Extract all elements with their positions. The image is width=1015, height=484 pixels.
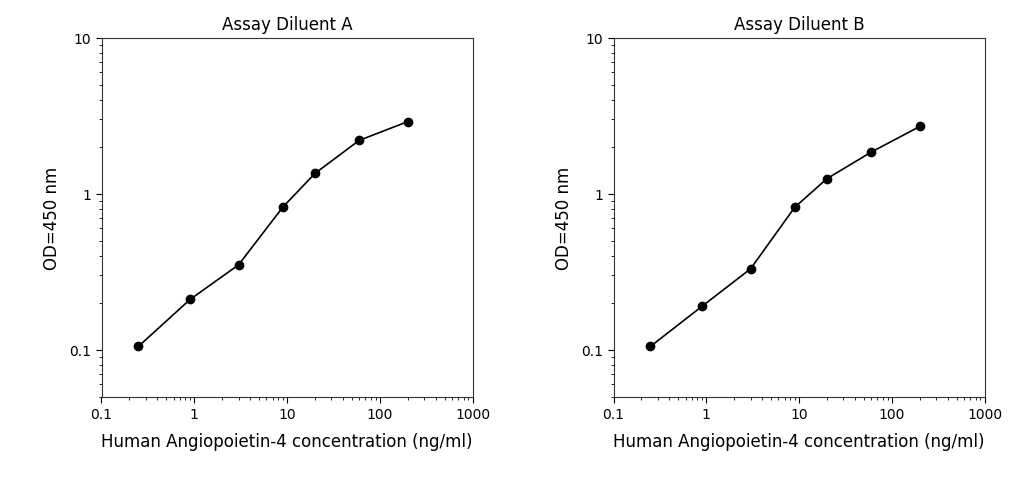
Y-axis label: OD=450 nm: OD=450 nm <box>43 166 61 269</box>
Title: Assay Diluent B: Assay Diluent B <box>734 16 865 34</box>
X-axis label: Human Angiopoietin-4 concentration (ng/ml): Human Angiopoietin-4 concentration (ng/m… <box>102 432 473 450</box>
Title: Assay Diluent A: Assay Diluent A <box>221 16 352 34</box>
X-axis label: Human Angiopoietin-4 concentration (ng/ml): Human Angiopoietin-4 concentration (ng/m… <box>613 432 985 450</box>
Y-axis label: OD=450 nm: OD=450 nm <box>555 166 572 269</box>
